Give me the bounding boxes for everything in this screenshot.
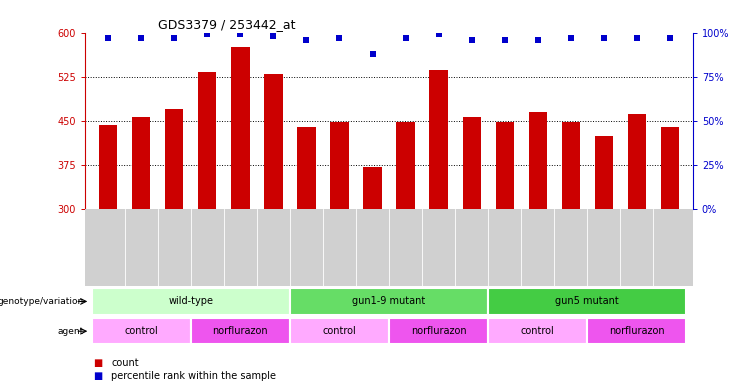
Text: count: count [111,358,139,368]
Bar [594,136,613,209]
Bar [290,318,389,344]
Point [631,35,642,41]
Bar [562,122,579,209]
Bar [290,288,488,315]
Bar [488,288,686,315]
Point [598,35,610,41]
Point [367,51,379,57]
Text: gun1-9 mutant: gun1-9 mutant [353,296,425,306]
Point [202,31,213,38]
Bar [587,318,686,344]
Text: norflurazon: norflurazon [609,326,665,336]
Point [301,36,313,43]
Text: ■: ■ [93,371,102,381]
Bar [199,72,216,209]
Point [433,31,445,38]
Bar [92,288,290,315]
Text: wild-type: wild-type [168,296,213,306]
Point [234,31,246,38]
Bar [430,70,448,209]
Point [565,35,576,41]
Text: GDS3379 / 253442_at: GDS3379 / 253442_at [158,18,296,31]
Bar [496,122,514,209]
Bar [165,109,184,209]
Text: control: control [124,326,159,336]
Bar [191,318,290,344]
Bar [389,318,488,344]
Point [333,35,345,41]
Bar [265,74,282,209]
Bar [396,122,415,209]
Bar [99,125,117,209]
Text: genotype/variation: genotype/variation [0,297,84,306]
Point [168,35,180,41]
Point [102,35,114,41]
Point [664,35,676,41]
Point [499,36,511,43]
Point [399,35,411,41]
Text: control: control [322,326,356,336]
Bar [330,122,348,209]
Bar [231,47,250,209]
Text: norflurazon: norflurazon [213,326,268,336]
Bar [133,118,150,209]
Bar [462,118,481,209]
Text: gun5 mutant: gun5 mutant [555,296,619,306]
Bar [528,112,547,209]
Bar [363,167,382,209]
Text: norflurazon: norflurazon [411,326,466,336]
Bar [488,318,587,344]
Text: ■: ■ [93,358,102,368]
Bar [661,127,679,209]
Text: agent: agent [57,327,84,336]
Bar [297,127,316,209]
Point [532,36,544,43]
Point [136,35,147,41]
Bar [628,114,645,209]
Point [465,36,477,43]
Text: control: control [521,326,554,336]
Bar [92,318,191,344]
Text: percentile rank within the sample: percentile rank within the sample [111,371,276,381]
Point [268,33,279,39]
